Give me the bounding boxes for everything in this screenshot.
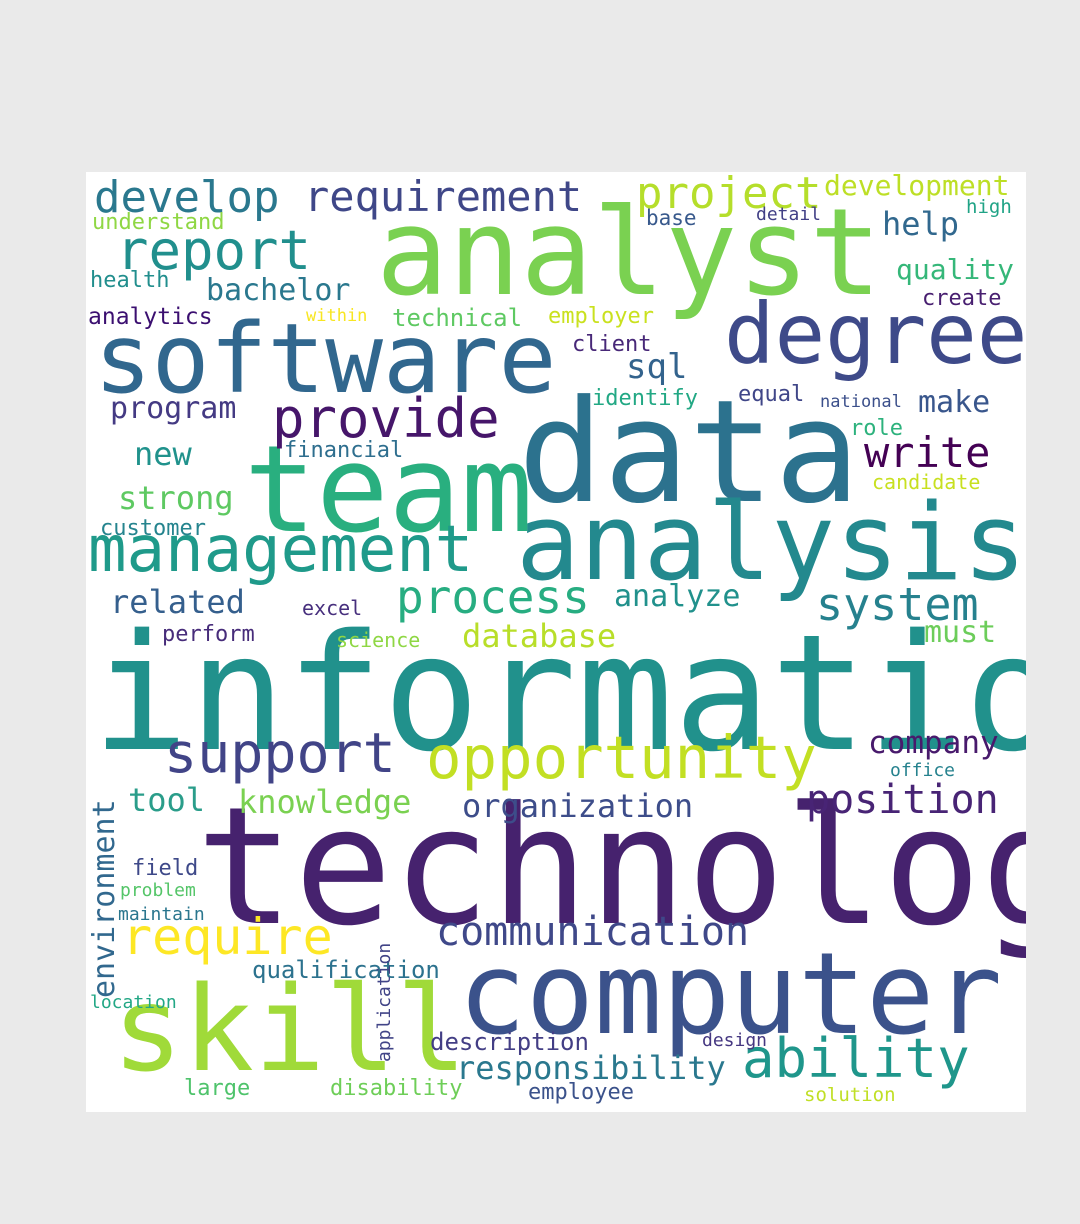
word-communication: communication [436, 909, 750, 955]
word-requirement: requirement [304, 172, 583, 221]
word-science: science [336, 628, 421, 652]
word-sql: sql [626, 347, 688, 387]
word-knowledge: knowledge [238, 783, 412, 821]
word-strong: strong [118, 479, 234, 517]
word-client: client [572, 332, 652, 357]
word-responsibility: responsibility [456, 1049, 726, 1087]
word-report: report [116, 219, 312, 282]
word-analytics: analytics [88, 304, 213, 330]
word-create: create [922, 286, 1002, 311]
word-disability: large [184, 1076, 251, 1101]
word-develop: develop [94, 172, 280, 223]
word-field: field [132, 856, 199, 881]
word-company: company [868, 725, 999, 761]
word-make: make [918, 385, 991, 420]
word-employee: disability [330, 1076, 463, 1101]
word-analysis: analysis [516, 481, 1026, 604]
word-new: new [134, 435, 192, 473]
word-support: support [164, 721, 396, 785]
word-role: role [850, 416, 903, 441]
word-customer: customer [100, 516, 206, 541]
word-health: health [90, 268, 170, 293]
word-software: software [94, 303, 557, 415]
word-process: process [396, 570, 590, 624]
word-solution: employee [528, 1080, 634, 1105]
word-large: design [702, 1030, 768, 1051]
word-application: solution [804, 1084, 896, 1106]
word-design: application [374, 942, 395, 1062]
word-require: require [122, 908, 333, 966]
word-write: write [864, 428, 991, 477]
word-database: database [462, 617, 617, 655]
word-understand: understand [92, 210, 225, 235]
word-organization: organization [462, 787, 694, 825]
word-must: must [924, 615, 997, 650]
word-ability: ability [742, 1027, 970, 1090]
word-location: location [90, 992, 177, 1013]
word-base: base [646, 206, 697, 230]
word-project: project [636, 172, 822, 219]
word-high: high [966, 196, 1012, 218]
word-development: development [824, 172, 1010, 202]
word-maintain: maintain [118, 904, 205, 925]
word-degree: degree [724, 285, 1026, 383]
word-team: team [244, 421, 533, 560]
word-program: program [110, 391, 237, 426]
word-computer: computer [458, 928, 1003, 1060]
word-within: within [306, 306, 368, 326]
word-information: information [92, 600, 1026, 787]
word-description: description [430, 1028, 589, 1056]
word-qualification: qualification [252, 956, 440, 984]
word-environment: environment [87, 799, 122, 998]
word-position: position [806, 777, 999, 823]
word-bachelor: bachelor [206, 273, 351, 308]
word-excel: excel [302, 596, 363, 620]
word-financial: financial [284, 438, 404, 463]
word-cloud: information technology data analyst anal… [86, 172, 1026, 1112]
word-technical: technical [392, 304, 523, 332]
word-analyst: analyst [376, 184, 882, 323]
word-data: data [518, 370, 860, 535]
word-office: office [890, 760, 956, 781]
word-national: national [820, 392, 902, 412]
word-technology: technology [196, 773, 1026, 962]
word-tool: tool [128, 781, 206, 819]
word-problem: problem [120, 880, 196, 901]
word-identify: identify [592, 386, 698, 411]
word-equal: equal [738, 382, 805, 407]
word-detail: detail [756, 204, 822, 225]
word-opportunity: opportunity [426, 723, 817, 792]
word-related: related [110, 583, 245, 621]
word-skill: skill [112, 960, 468, 1098]
word-employer: employer [548, 304, 654, 329]
word-management: management [88, 513, 474, 587]
word-analyze: analyze [614, 579, 741, 614]
word-perform: perform [162, 622, 255, 647]
word-candidate: candidate [872, 470, 981, 494]
word-help: help [882, 205, 960, 243]
word-quality: quality [896, 253, 1015, 286]
word-system: system [816, 578, 979, 631]
word-provide: provide [272, 387, 500, 450]
